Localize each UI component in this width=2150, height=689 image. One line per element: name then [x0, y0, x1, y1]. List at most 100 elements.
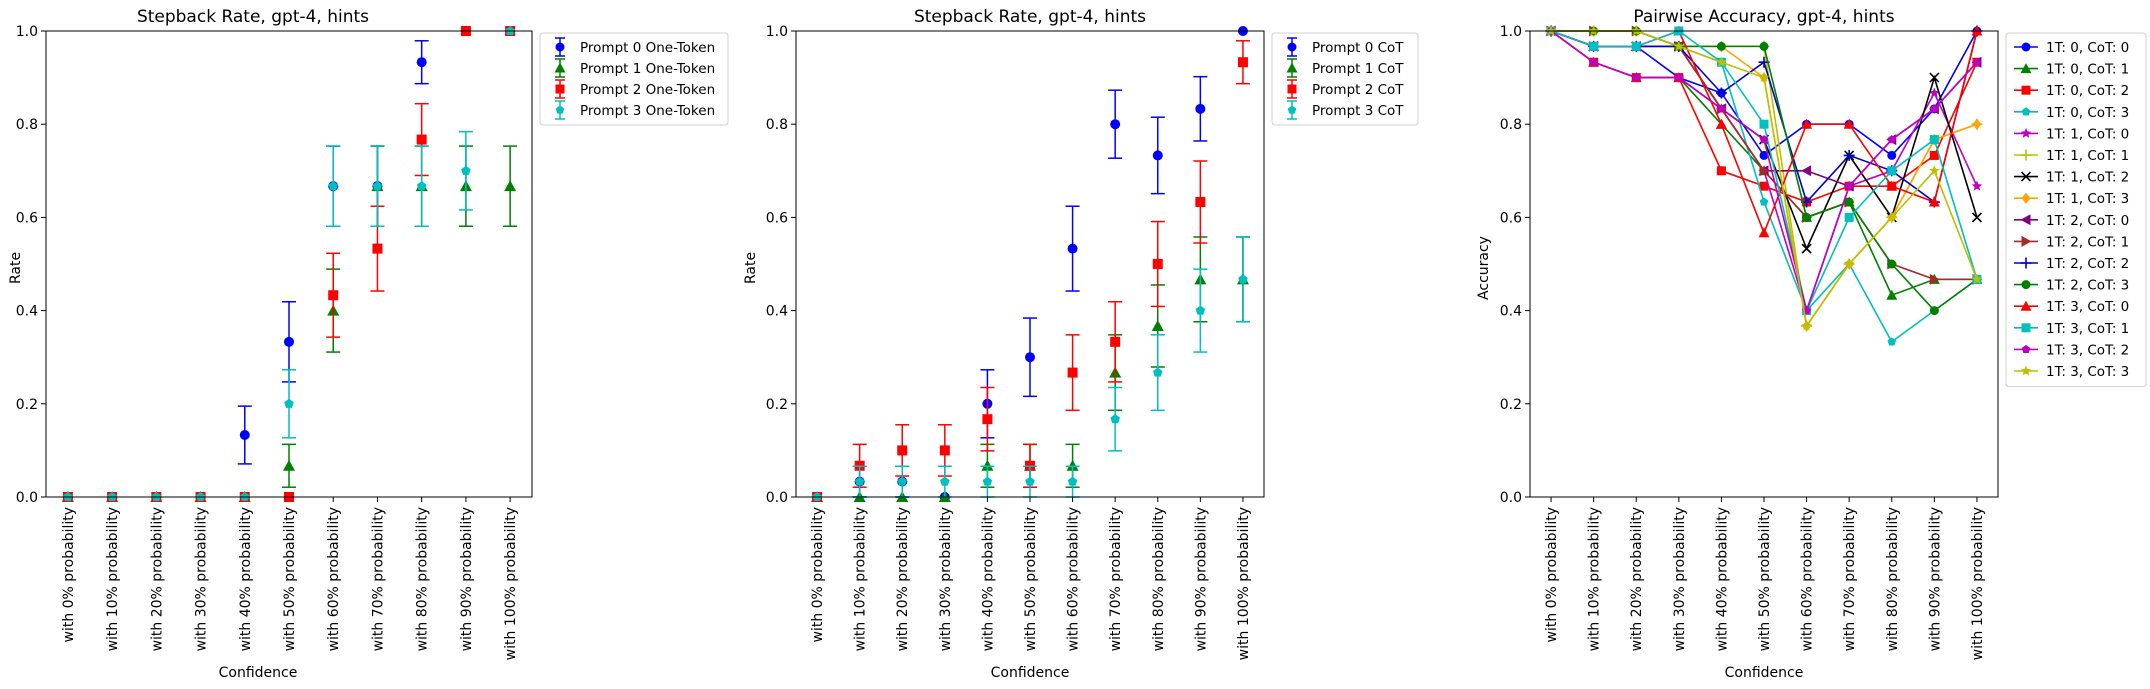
- data-point: [416, 134, 427, 145]
- x-tick-label: with 60% probability: [1800, 507, 1816, 651]
- x-tick-label: with 50% probability: [1023, 507, 1039, 651]
- data-point: [1801, 118, 1813, 129]
- data-point: [1843, 258, 1855, 269]
- data-point: [1759, 119, 1769, 129]
- legend-item: 1T: 3, CoT: 2: [2014, 342, 2129, 358]
- data-point: [1067, 243, 1078, 254]
- x-tick-label: with 70% probability: [370, 507, 386, 651]
- legend-marker: [2021, 323, 2031, 333]
- data-point: [1067, 367, 1078, 378]
- y-tick-label: 0.4: [16, 304, 38, 320]
- series-prompt-3-one-token: [63, 26, 515, 502]
- y-tick-label: 0.2: [16, 397, 38, 413]
- x-tick-label: with 0% probability: [810, 507, 826, 643]
- legend-marker: [1286, 62, 1298, 73]
- legend-label: 1T: 1, CoT: 0: [2046, 126, 2129, 142]
- chart-panel-stepback-one-token: Stepback Rate, gpt-4, hints Confidence R…: [8, 7, 729, 681]
- legend-item: Prompt 2 One-Token: [555, 79, 715, 99]
- data-point: [1929, 135, 1939, 145]
- legend-item: Prompt 1 One-Token: [554, 58, 715, 78]
- data-point: [1887, 166, 1897, 176]
- data-point: [1588, 25, 1599, 36]
- data-point: [1929, 306, 1939, 316]
- data-point: [1237, 57, 1248, 68]
- legend-label: 1T: 3, CoT: 0: [2046, 299, 2129, 315]
- data-point: [461, 165, 471, 175]
- legend-item: 1T: 2, CoT: 0: [2014, 213, 2129, 229]
- data-point: [1716, 41, 1726, 51]
- data-point: [372, 243, 383, 254]
- x-tick-label: with 70% probability: [1108, 507, 1124, 651]
- x-tick-label: with 10% probability: [1587, 507, 1603, 651]
- data-point: [1930, 104, 1939, 113]
- x-tick-label: with 100% probability: [503, 507, 519, 660]
- data-point: [1929, 273, 1940, 285]
- legend-label: 1T: 2, CoT: 3: [2046, 278, 2129, 294]
- legend-marker: [1287, 42, 1297, 52]
- y-tick-label: 1.0: [16, 24, 38, 40]
- data-point: [1545, 25, 1557, 36]
- data-point: [1844, 197, 1854, 207]
- legend-box: [539, 32, 729, 126]
- legend-label: Prompt 2 One-Token: [580, 82, 715, 98]
- legend-marker: [2021, 344, 2031, 354]
- data-point: [416, 57, 427, 68]
- x-tick-label: with 30% probability: [938, 507, 954, 651]
- data-point: [1759, 41, 1769, 51]
- data-point: [939, 445, 950, 456]
- data-point: [1971, 273, 1983, 284]
- legend-item: 1T: 1, CoT: 1: [2014, 148, 2129, 164]
- data-point: [1759, 197, 1769, 206]
- data-point: [1716, 166, 1726, 176]
- data-point: [981, 459, 994, 471]
- data-point: [1886, 289, 1898, 300]
- x-tick-label: with 20% probability: [1629, 507, 1645, 651]
- x-tick-label: with 90% probability: [459, 507, 475, 651]
- data-point: [1887, 135, 1897, 144]
- data-point: [284, 336, 294, 347]
- legend-marker: [2021, 235, 2032, 247]
- data-point: [1843, 149, 1855, 161]
- data-point: [1673, 40, 1685, 51]
- data-point: [1631, 41, 1641, 51]
- data-point: [1928, 196, 1940, 207]
- data-point: [1153, 367, 1163, 377]
- chart-panel-stepback-cot: Stepback Rate, gpt-4, hints Confidence R…: [743, 7, 1419, 681]
- data-point: [940, 476, 950, 486]
- legend-item: Prompt 0 One-Token: [555, 37, 715, 57]
- data-point: [1717, 104, 1726, 113]
- legend-label: 1T: 2, CoT: 0: [2046, 213, 2129, 229]
- legend: Prompt 0 CoT Prompt 1 CoT Prompt 2 CoT Prom…: [1271, 32, 1419, 126]
- legend-item: 1T: 0, CoT: 1: [2014, 62, 2129, 78]
- data-point: [1758, 72, 1770, 83]
- x-tick-label: with 20% probability: [895, 507, 911, 651]
- legend-item: 1T: 3, CoT: 3: [2014, 364, 2129, 380]
- x-tick-label: with 70% probability: [1842, 507, 1858, 651]
- x-tick-label: with 40% probability: [1714, 507, 1730, 651]
- legend-item: 1T: 2, CoT: 3: [2014, 278, 2129, 294]
- x-tick-label: with 30% probability: [1672, 507, 1688, 651]
- legend-marker: [2020, 257, 2032, 269]
- legend-label: 1T: 2, CoT: 1: [2046, 234, 2129, 250]
- legend-label: Prompt 0 CoT: [1312, 40, 1404, 56]
- data-point: [1929, 72, 1940, 83]
- plot-frame: [1529, 30, 1999, 498]
- data-point: [1887, 337, 1897, 346]
- data-point: [1589, 57, 1598, 66]
- data-point: [1801, 165, 1812, 177]
- x-tick-label: with 10% probability: [105, 507, 121, 651]
- legend-label: Prompt 1 One-Token: [580, 61, 715, 77]
- data-point: [328, 181, 338, 191]
- data-point: [1758, 227, 1770, 238]
- legend-label: Prompt 2 CoT: [1312, 82, 1404, 98]
- legend-marker: [2021, 85, 2031, 95]
- legend-label: 1T: 2, CoT: 2: [2046, 256, 2129, 272]
- legend-marker: [2020, 171, 2032, 182]
- data-point: [1844, 181, 1854, 190]
- legend-marker: [2020, 214, 2031, 226]
- data-point: [982, 414, 993, 425]
- data-point: [1715, 87, 1727, 99]
- data-point: [982, 476, 993, 486]
- legend-marker: [555, 84, 565, 94]
